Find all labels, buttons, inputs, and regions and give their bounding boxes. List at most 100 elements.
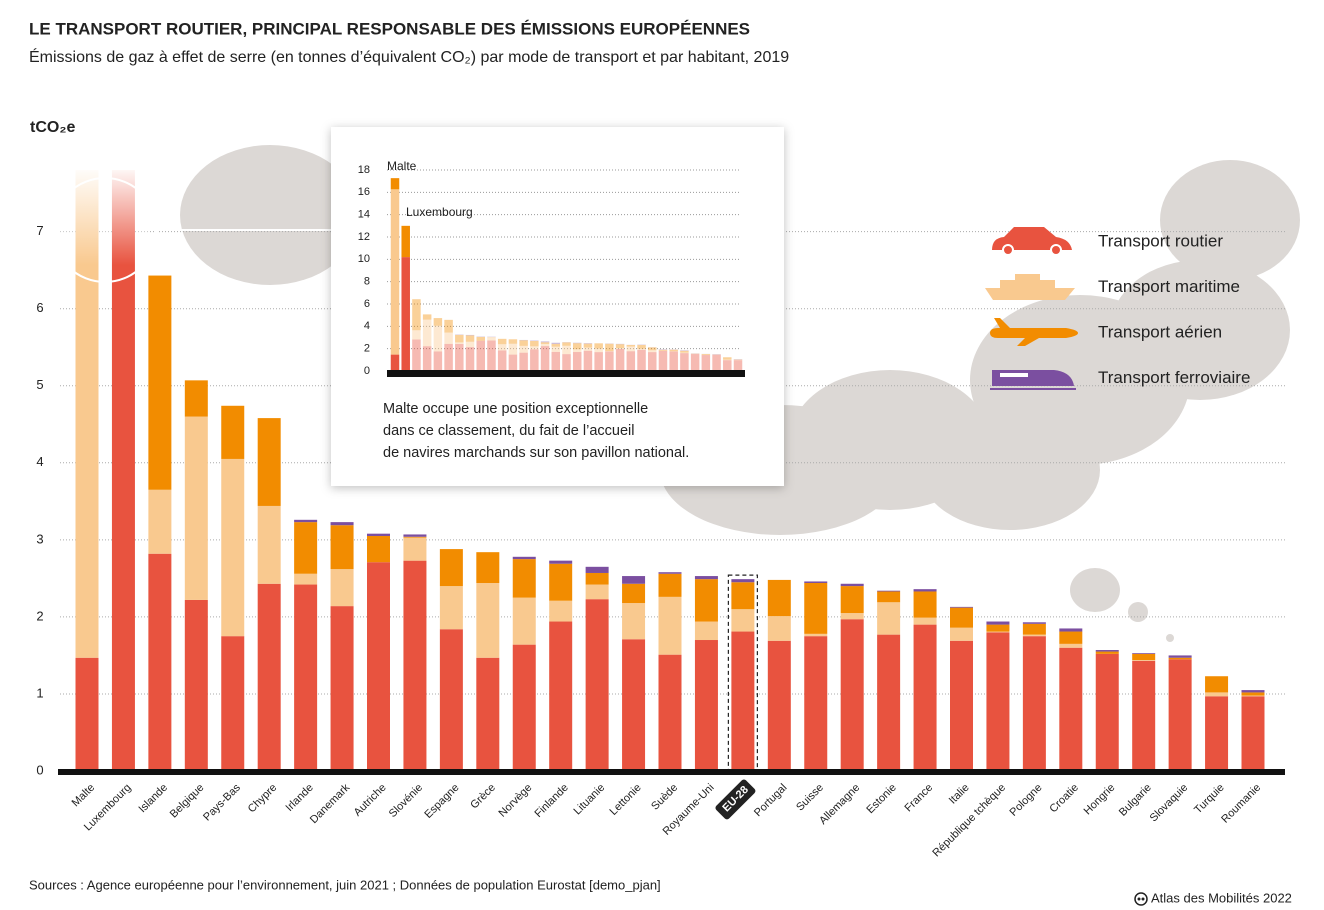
inset-bar-segment: [605, 351, 614, 371]
bar-segment: [694, 621, 718, 641]
inset-bar-segment: [658, 349, 668, 351]
bar-segment: [184, 416, 208, 600]
x-tick-label: Danemark: [308, 781, 353, 826]
inset-bar-segment: [572, 343, 582, 350]
x-tick-label: Espagne: [422, 782, 461, 821]
bar-segment: [950, 607, 973, 628]
bar-segment: [913, 589, 937, 592]
bar-segment: [403, 537, 427, 561]
inset-bar-segment: [562, 354, 571, 371]
chart-title: LE TRANSPORT ROUTIER, PRINCIPAL RESPONSA…: [29, 19, 750, 38]
bar-segment: [111, 170, 135, 771]
bar-segment: [658, 654, 682, 771]
bar-segment: [184, 380, 208, 417]
x-tick-label: Islande: [136, 782, 170, 816]
bar-segment: [476, 582, 500, 658]
bar-segment: [294, 584, 318, 771]
bar-segment: [1022, 636, 1046, 771]
bar-segment: [694, 640, 718, 771]
x-tick-label: Slovénie: [387, 782, 425, 820]
bar-segment: [294, 519, 318, 523]
x-tick-label: Portugal: [752, 782, 789, 819]
y-tick-label: 4: [36, 454, 43, 469]
inset-bar-segment: [658, 350, 668, 371]
bar-segment: [148, 275, 172, 490]
inset-bar-segment: [723, 357, 732, 360]
inset-bar-segment: [530, 340, 539, 347]
bar-segment: [330, 522, 354, 526]
inset-bar-segment: [390, 178, 400, 190]
baseline: [58, 769, 1285, 775]
bar-segment: [512, 556, 536, 560]
x-tick-label: Lituanie: [572, 782, 608, 818]
inset-bar-segment: [690, 354, 700, 371]
bar-segment: [1205, 676, 1229, 693]
bar-segment: [330, 606, 354, 771]
inset-bar-segment: [637, 349, 646, 371]
bar-segment: [221, 458, 245, 637]
inset-bar-segment: [615, 344, 625, 349]
y-tick-label: 5: [36, 377, 43, 392]
legend-label: Transport maritime: [1098, 277, 1240, 296]
bar-segment: [294, 573, 318, 585]
inset-bar-segment: [637, 344, 646, 349]
inset-bar-segment: [723, 360, 732, 371]
bar-segment: [1205, 692, 1229, 697]
bar-segment: [622, 576, 646, 584]
bar-segment: [257, 418, 281, 506]
inset-bar-segment: [465, 335, 475, 342]
x-tick-label: Chypre: [246, 782, 280, 816]
inset-bar-segment: [594, 348, 603, 353]
inset-bar-segment: [551, 343, 561, 347]
inset-bar-segment: [465, 347, 475, 371]
x-tick-label: Malte: [70, 782, 98, 810]
fade-overlay: [58, 165, 148, 265]
inset-bar-segment: [626, 344, 636, 347]
legend-label: Transport aérien: [1098, 322, 1222, 341]
bar-segment: [1132, 660, 1156, 661]
inset-bar-segment: [444, 343, 453, 371]
inset-tick-label: 8: [364, 276, 370, 288]
bar-segment: [403, 536, 427, 538]
bar-segment: [1168, 659, 1192, 771]
bar-segment: [1022, 634, 1046, 637]
inset-bar-segment: [572, 349, 582, 353]
inset-bar-segment: [455, 343, 464, 371]
inset-bar-segment: [669, 351, 678, 371]
x-tick-label: Slovaquie: [1148, 782, 1191, 825]
x-tick-label: France: [903, 782, 936, 815]
inset-bar-segment: [465, 341, 475, 348]
bar-segment: [585, 599, 609, 771]
inset-bar-segment: [583, 343, 593, 348]
train-window: [1000, 373, 1028, 377]
bar-segment: [330, 569, 354, 607]
x-tick-label: Estonie: [864, 782, 898, 816]
bar-segment: [1205, 696, 1229, 771]
inset-bar-segment: [519, 345, 528, 353]
y-tick-label: 7: [36, 223, 43, 238]
y-tick-label: 3: [36, 531, 43, 546]
inset-bar-segment: [476, 340, 485, 371]
bar-segment: [804, 581, 828, 583]
bar-segment: [1132, 653, 1156, 661]
inset-tick-label: 12: [358, 231, 370, 243]
bar-segment: [877, 602, 901, 635]
y-tick-label: 2: [36, 608, 43, 623]
inset-bar-segment: [422, 346, 432, 371]
inset-bar-segment: [594, 352, 603, 371]
x-tick-label: Norvège: [497, 782, 535, 820]
inset-bar-segment: [540, 343, 550, 347]
inset-tick-label: 14: [358, 209, 370, 221]
bar-segment: [840, 586, 864, 614]
legend-item: Transport aérien: [990, 318, 1222, 346]
inset-bar-segment: [508, 354, 518, 371]
bar-segment: [439, 549, 463, 587]
highlight-label: EU-28: [715, 779, 756, 820]
bar-segment: [512, 559, 536, 598]
bar-segment: [148, 553, 172, 771]
bar-segment: [75, 657, 99, 771]
bar-segment: [585, 566, 609, 573]
bar-segment: [804, 636, 828, 771]
inset-tick-label: 10: [358, 253, 370, 265]
